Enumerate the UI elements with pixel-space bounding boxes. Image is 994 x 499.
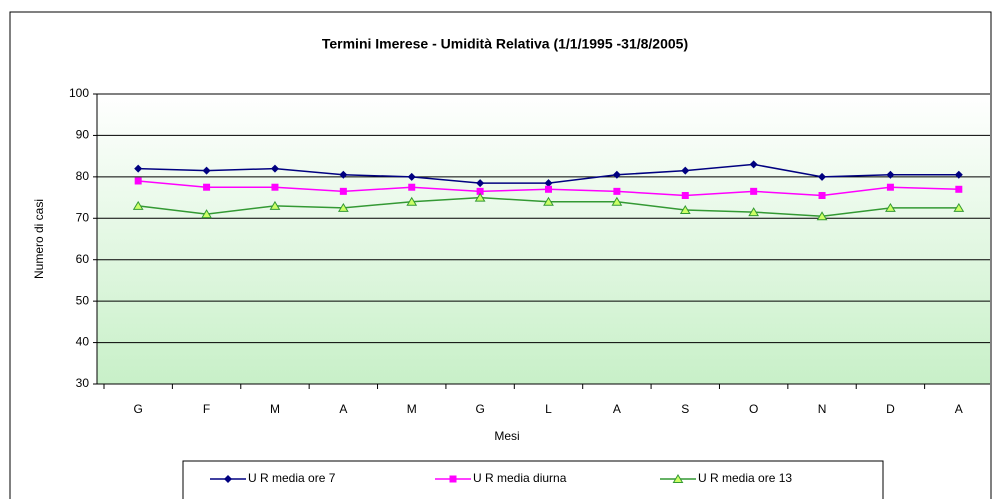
y-tick-label: 80 [76, 169, 90, 183]
y-tick-label: 50 [76, 293, 90, 307]
legend-label: U R media ore 7 [248, 471, 336, 485]
marker [203, 183, 211, 191]
marker [224, 475, 232, 483]
x-tick-label: A [955, 402, 963, 416]
marker [886, 183, 894, 191]
marker [886, 170, 895, 179]
x-tick-label: N [818, 402, 827, 416]
x-tick-label: G [475, 402, 484, 416]
y-axis-label: Numero di casi [32, 199, 46, 279]
marker [476, 187, 484, 195]
marker [545, 185, 552, 193]
x-tick-label: L [545, 402, 552, 416]
marker [270, 164, 279, 173]
marker [407, 172, 416, 181]
marker [818, 192, 826, 199]
marker [132, 200, 144, 210]
x-tick-label: G [134, 402, 143, 416]
marker [953, 202, 965, 212]
marker [269, 200, 281, 210]
marker [749, 160, 758, 169]
x-axis-label: Mesi [494, 429, 519, 443]
marker [449, 475, 457, 483]
marker [613, 187, 621, 195]
y-tick-label: 70 [76, 210, 90, 224]
marker [681, 166, 690, 175]
legend-box [182, 460, 884, 499]
marker [474, 192, 486, 202]
y-tick-label: 90 [76, 128, 90, 142]
x-tick-label: D [886, 402, 895, 416]
y-tick-label: 40 [76, 335, 90, 349]
marker [748, 207, 760, 217]
marker [202, 166, 211, 175]
x-tick-label: A [339, 402, 347, 416]
marker [679, 205, 691, 214]
y-tick-label: 60 [76, 252, 90, 266]
x-tick-label: M [407, 402, 417, 416]
y-tick-label: 30 [76, 376, 90, 390]
marker [681, 192, 689, 199]
marker [337, 202, 349, 212]
marker [750, 187, 758, 195]
marker [954, 170, 963, 179]
marker [476, 179, 485, 188]
marker [271, 183, 279, 191]
marker [885, 202, 896, 212]
marker [544, 179, 553, 188]
x-tick-label: S [681, 402, 689, 416]
marker [816, 211, 828, 221]
marker [818, 172, 827, 181]
plot-area [97, 94, 990, 384]
x-tick-label: O [749, 402, 758, 416]
marker [406, 196, 418, 206]
legend-label: U R media diurna [473, 471, 567, 485]
marker [134, 177, 142, 185]
chart-title: Termini Imerese - Umidità Relativa (1/1/… [322, 36, 688, 52]
marker [611, 196, 623, 206]
x-tick-label: F [203, 402, 210, 416]
y-tick-label: 100 [69, 86, 89, 100]
marker [543, 196, 554, 206]
marker [201, 209, 212, 219]
marker [408, 183, 416, 191]
marker [339, 170, 348, 179]
marker [672, 474, 684, 483]
marker [134, 164, 143, 173]
marker [955, 185, 963, 193]
x-tick-label: M [270, 402, 280, 416]
marker [339, 187, 347, 195]
legend-label: U R media ore 13 [698, 471, 792, 485]
marker [612, 170, 621, 179]
x-tick-label: A [613, 402, 621, 416]
